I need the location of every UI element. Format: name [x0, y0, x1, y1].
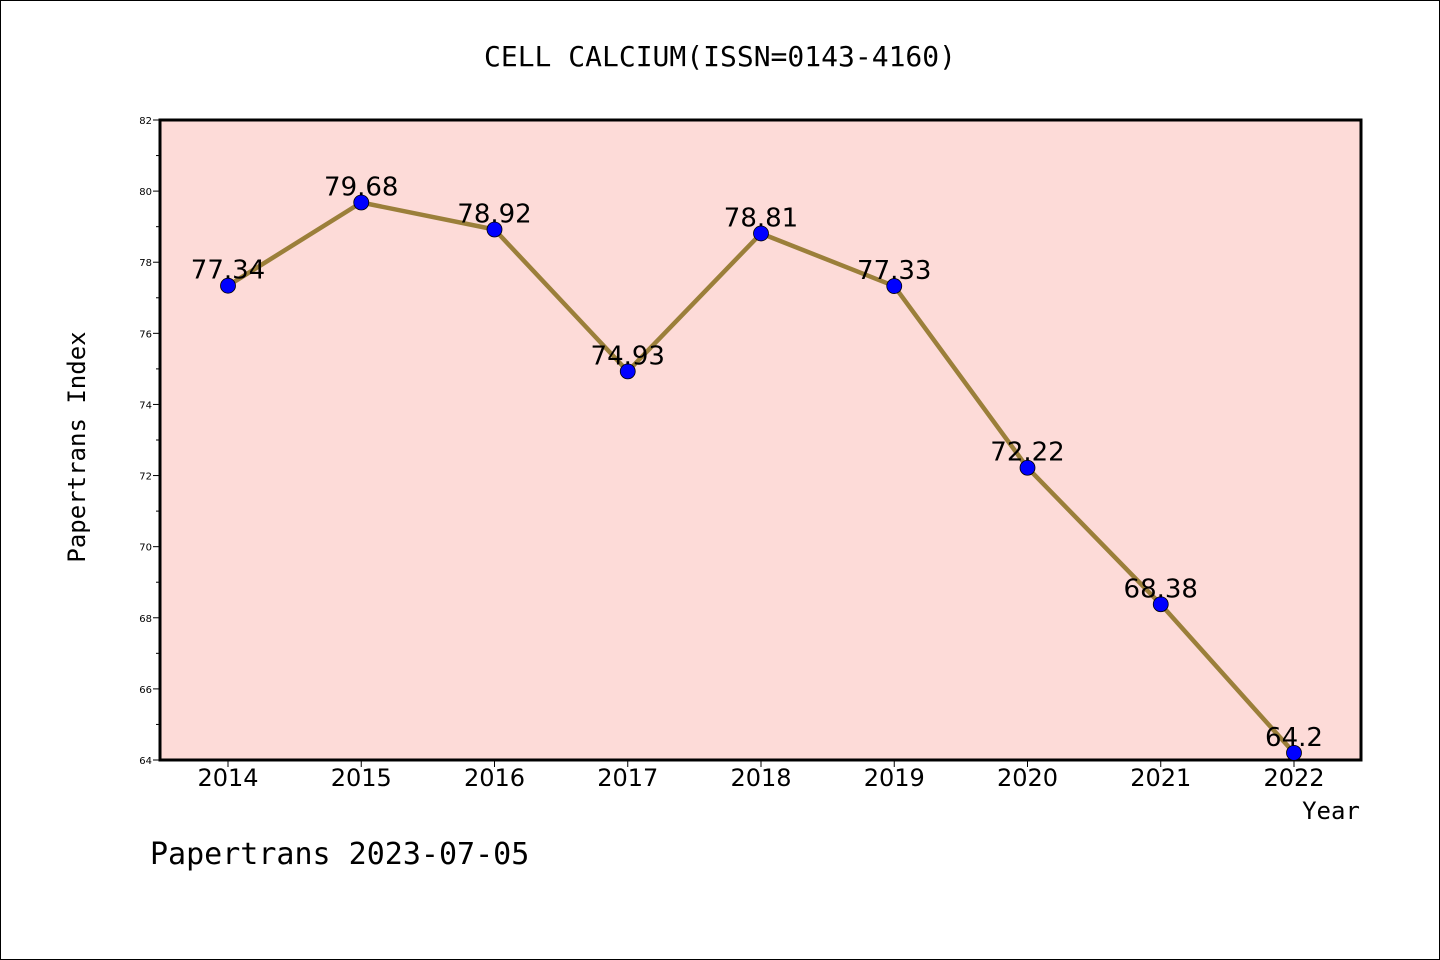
y-tick-label: 70 — [139, 543, 152, 554]
x-tick-label: 2016 — [464, 764, 525, 792]
data-label: 77.34 — [191, 256, 265, 286]
data-point — [1286, 744, 1302, 761]
y-tick-label: 76 — [139, 329, 152, 340]
y-tick-label: 78 — [139, 258, 152, 269]
chart-title: CELL CALCIUM(ISSN=0143-4160) — [484, 40, 956, 73]
y-axis: 64 66 68 70 72 74 76 78 80 82 — [139, 116, 160, 767]
data-label: 74.93 — [591, 341, 665, 371]
footer-date: Papertrans 2023-07-05 — [150, 837, 529, 872]
data-point — [619, 363, 636, 380]
data-point — [753, 225, 769, 242]
y-tick-label: 82 — [139, 116, 152, 127]
data-point — [353, 194, 370, 211]
data-point — [1019, 459, 1036, 476]
data-label: 64.2 — [1265, 723, 1323, 753]
data-label: 72.22 — [990, 438, 1064, 468]
data-point — [486, 221, 503, 238]
x-tick-label: 2021 — [1130, 764, 1191, 792]
x-tick-label: 2015 — [331, 764, 392, 792]
y-tick-label: 68 — [139, 614, 152, 625]
y-tick-label: 74 — [139, 400, 152, 411]
x-tick-label: 2017 — [597, 764, 658, 792]
x-axis: 2014 2015 2016 2017 2018 2019 2020 2021 2022 — [197, 760, 1325, 792]
y-tick-label: 80 — [139, 187, 152, 198]
data-label: 77.33 — [857, 256, 931, 286]
data-point — [1152, 596, 1169, 613]
data-point — [886, 278, 903, 294]
series-line-group: 77.34 79.68 78.92 74.93 78.81 77.33 72.22 68.38… — [191, 172, 1323, 761]
x-tick-label: 2019 — [864, 764, 925, 792]
data-label: 78.81 — [724, 203, 798, 233]
x-tick-label: 2022 — [1263, 764, 1324, 792]
data-label: 68.38 — [1124, 574, 1198, 604]
data-point — [220, 277, 236, 294]
x-tick-label: 2014 — [197, 764, 258, 792]
x-tick-label: 2020 — [997, 764, 1058, 792]
x-tick-label: 2018 — [730, 764, 791, 792]
y-tick-label: 64 — [139, 756, 152, 767]
y-tick-label: 66 — [139, 685, 152, 696]
y-axis-label: Papertrans Index — [63, 331, 91, 562]
y-tick-label: 72 — [139, 472, 152, 483]
x-axis-label: Year — [1302, 797, 1360, 825]
data-label: 78.92 — [457, 200, 531, 230]
data-label: 79.68 — [324, 172, 398, 202]
